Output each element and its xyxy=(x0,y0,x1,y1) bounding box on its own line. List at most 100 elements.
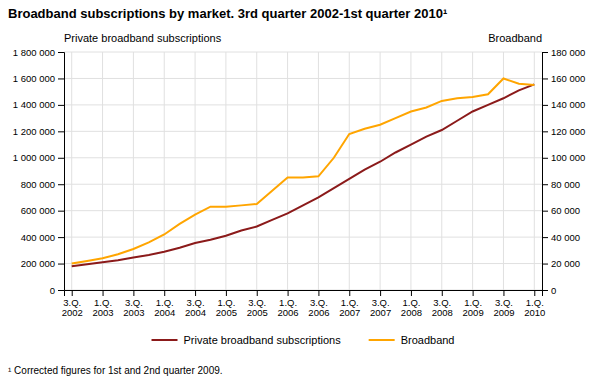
tick-mark xyxy=(58,290,64,291)
tick-label: 0 xyxy=(50,285,55,296)
tick: 3.Q.2006 xyxy=(308,290,329,318)
tick-mark xyxy=(542,78,548,79)
tick: 140 000 xyxy=(542,99,585,110)
tick-label: 1 000 000 xyxy=(13,152,55,163)
tick: 40 000 xyxy=(542,232,580,243)
tick-label: 80 000 xyxy=(551,179,580,190)
tick-label: 3.Q.2007 xyxy=(370,297,391,318)
tick: 1.Q.2004 xyxy=(154,290,175,318)
tick-label: 3.Q.2008 xyxy=(432,297,453,318)
legend: Private broadband subscriptions Broadband xyxy=(152,334,455,346)
grid-line-y xyxy=(64,131,542,132)
tick-mark xyxy=(318,290,319,296)
tick-label: 120 000 xyxy=(551,126,585,137)
tick-label: 600 000 xyxy=(21,205,55,216)
tick-label: 3.Q.2009 xyxy=(493,297,514,318)
tick-mark xyxy=(133,290,134,296)
tick: 800 000 xyxy=(21,179,64,190)
tick-label: 400 000 xyxy=(21,232,55,243)
line xyxy=(72,84,535,266)
tick-mark xyxy=(72,290,73,296)
grid-line-y xyxy=(64,237,542,238)
tick-mark xyxy=(542,158,548,159)
tick-mark xyxy=(58,131,64,132)
grid-line-x xyxy=(318,52,319,290)
grid-line-x xyxy=(503,52,504,290)
tick-mark xyxy=(534,290,535,296)
legend-item: Broadband xyxy=(369,334,455,346)
tick: 3.Q.2002 xyxy=(62,290,83,318)
tick: 20 000 xyxy=(542,258,580,269)
grid-line-x xyxy=(349,52,350,290)
x-axis: 3.Q.20021.Q.20033.Q.20031.Q.20043.Q.2004… xyxy=(62,290,546,318)
tick: 60 000 xyxy=(542,205,580,216)
tick-mark xyxy=(473,290,474,296)
tick-label: 1.Q.2007 xyxy=(339,297,360,318)
tick: 1 000 000 xyxy=(13,152,64,163)
grid xyxy=(64,52,542,290)
tick: 1 600 000 xyxy=(13,73,64,84)
tick-mark xyxy=(288,290,289,296)
tick-mark xyxy=(542,131,548,132)
tick-mark xyxy=(58,105,64,106)
tick-mark xyxy=(58,52,64,53)
tick-mark xyxy=(349,290,350,296)
tick: 1 400 000 xyxy=(13,99,64,110)
grid-line-x xyxy=(256,52,257,290)
tick-mark xyxy=(58,264,64,265)
tick: 1.Q.2007 xyxy=(339,290,360,318)
tick-mark xyxy=(58,211,64,212)
tick: 0 xyxy=(50,285,64,296)
tick-mark xyxy=(58,158,64,159)
tick-mark xyxy=(442,290,443,296)
tick-label: 1 400 000 xyxy=(13,99,55,110)
tick: 160 000 xyxy=(542,73,585,84)
tick-label: 0 xyxy=(551,285,556,296)
tick-label: 3.Q.2002 xyxy=(62,297,83,318)
line xyxy=(72,78,535,263)
grid-line-y xyxy=(64,78,542,79)
tick-label: 1 800 000 xyxy=(13,47,55,58)
tick: 3.Q.2007 xyxy=(370,290,391,318)
tick-label: 20 000 xyxy=(551,258,580,269)
tick-mark xyxy=(226,290,227,296)
tick: 600 000 xyxy=(21,205,64,216)
tick: 400 000 xyxy=(21,232,64,243)
tick-label: 140 000 xyxy=(551,99,585,110)
tick-mark xyxy=(58,184,64,185)
tick-label: 100 000 xyxy=(551,152,585,163)
tick-mark xyxy=(257,290,258,296)
grid-line-x xyxy=(410,52,411,290)
tick-mark xyxy=(503,290,504,296)
tick: 80 000 xyxy=(542,179,580,190)
tick: 3.Q.2004 xyxy=(185,290,206,318)
legend-label: Broadband xyxy=(401,334,455,346)
grid-line-x xyxy=(380,52,381,290)
tick: 1.Q.2006 xyxy=(278,290,299,318)
tick: 1.Q.2003 xyxy=(92,290,113,318)
title: Broadband subscriptions by market. 3rd q… xyxy=(8,6,447,21)
tick: 3.Q.2005 xyxy=(247,290,268,318)
tick-label: 160 000 xyxy=(551,73,585,84)
tick-mark xyxy=(542,237,548,238)
tick-mark xyxy=(195,290,196,296)
tick: 1 800 000 xyxy=(13,47,64,58)
tick-mark xyxy=(58,78,64,79)
tick-mark xyxy=(542,211,548,212)
grid-line-y xyxy=(64,104,542,105)
tick-mark xyxy=(380,290,381,296)
grid-line-x xyxy=(164,52,165,290)
tick: 3.Q.2008 xyxy=(432,290,453,318)
tick-label: 1.Q.2009 xyxy=(463,297,484,318)
grid-line-x xyxy=(195,52,196,290)
tick-mark xyxy=(103,290,104,296)
tick-mark xyxy=(542,52,548,53)
y2-axis: 0 20 000 40 000 60 000 80 000 100 000 120 000 1… xyxy=(542,47,585,296)
grid-line-x xyxy=(133,52,134,290)
legend-item: Private broadband subscriptions xyxy=(152,334,342,346)
tick: 0 xyxy=(542,285,556,296)
grid-line-x xyxy=(225,52,226,290)
tick-label: 1.Q.2008 xyxy=(401,297,422,318)
grid-line-x xyxy=(102,52,103,290)
grid-line-x xyxy=(534,52,535,290)
